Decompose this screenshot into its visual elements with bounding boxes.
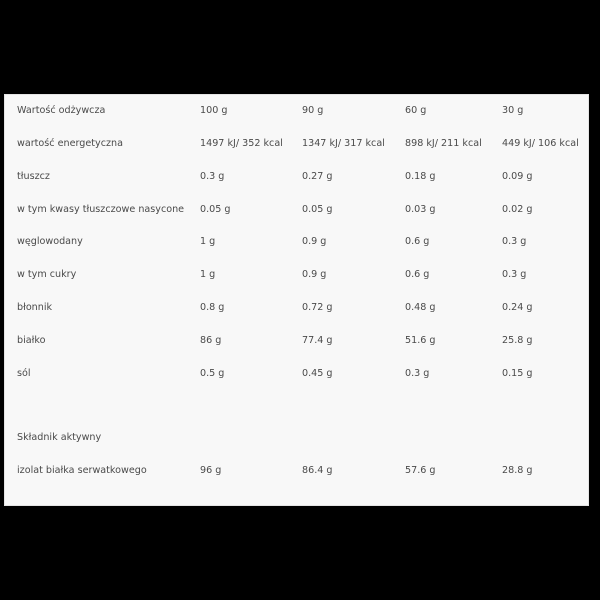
cell-value: 28.8 g bbox=[502, 465, 533, 476]
cell-value: 90 g bbox=[302, 105, 324, 116]
cell-value: 0.6 g bbox=[405, 269, 430, 281]
table-row: izolat białka serwatkowego 96 g 86.4 g 57.6… bbox=[5, 463, 588, 479]
cell-value: 0.6 g bbox=[405, 236, 430, 248]
cell-value: 0.24 g bbox=[502, 302, 533, 313]
cell-value: 898 kJ/ 211 kcal bbox=[405, 138, 482, 149]
row-label: białko bbox=[17, 334, 46, 346]
cell-value: 51.6 g bbox=[405, 334, 436, 346]
table-row: w tym cukry 1 g 0.9 g 0.6 g 0.3 g bbox=[5, 267, 588, 283]
row-label: Wartość odżywcza bbox=[17, 105, 106, 116]
cell-value: 449 kJ/ 106 kcal bbox=[502, 138, 579, 149]
cell-value: 0.05 g bbox=[200, 203, 231, 215]
table-header: Wartość odżywcza 100 g 90 g 60 g 30 g bbox=[5, 103, 588, 119]
table-row: w tym kwasy tłuszczowe nasycone 0.05 g 0.0… bbox=[5, 202, 588, 218]
table-row: sól 0.5 g 0.45 g 0.3 g 0.15 g bbox=[5, 366, 588, 382]
cell-value: 0.15 g bbox=[502, 367, 533, 379]
cell-value: 0.48 g bbox=[405, 302, 436, 313]
row-label: węglowodany bbox=[17, 236, 83, 248]
row-label: wartość energetyczna bbox=[17, 138, 123, 149]
cell-value: 0.3 g bbox=[200, 170, 225, 182]
cell-value: 60 g bbox=[405, 105, 427, 116]
cell-value: 100 g bbox=[200, 105, 228, 116]
cell-value: 0.9 g bbox=[302, 269, 327, 281]
row-label: w tym cukry bbox=[17, 269, 77, 281]
cell-value: 57.6 g bbox=[405, 465, 436, 476]
row-label: izolat białka serwatkowego bbox=[17, 465, 147, 476]
cell-value: 0.8 g bbox=[200, 302, 225, 313]
cell-value: 0.3 g bbox=[405, 367, 430, 379]
row-label: sól bbox=[17, 367, 31, 379]
cell-value: 30 g bbox=[502, 105, 524, 116]
cell-value: 0.5 g bbox=[200, 367, 225, 379]
row-label: w tym kwasy tłuszczowe nasycone bbox=[17, 203, 185, 215]
active-ingredient-header: Składnik aktywny bbox=[5, 430, 588, 446]
cell-value: 1497 kJ/ 352 kcal bbox=[200, 138, 283, 149]
cell-value: 0.02 g bbox=[502, 203, 533, 215]
table-row: białko 86 g 77.4 g 51.6 g 25.8 g bbox=[5, 333, 588, 349]
cell-value: 0.9 g bbox=[302, 236, 327, 248]
cell-value: 0.72 g bbox=[302, 302, 333, 313]
table-row: tłuszcz 0.3 g 0.27 g 0.18 g 0.09 g bbox=[5, 169, 588, 185]
row-label: tłuszcz bbox=[17, 170, 50, 182]
cell-value: 0.3 g bbox=[502, 236, 527, 248]
cell-value: 0.18 g bbox=[405, 170, 436, 182]
cell-value: 0.09 g bbox=[502, 170, 533, 182]
cell-value: 77.4 g bbox=[302, 334, 333, 346]
nutrition-table: Wartość odżywcza 100 g 90 g 60 g 30 g wartość… bbox=[4, 94, 589, 506]
cell-value: 0.03 g bbox=[405, 203, 436, 215]
cell-value: 25.8 g bbox=[502, 334, 533, 346]
cell-value: 86.4 g bbox=[302, 465, 333, 476]
cell-value: 1 g bbox=[200, 236, 216, 248]
cell-value: 1347 kJ/ 317 kcal bbox=[302, 138, 385, 149]
cell-value: 0.05 g bbox=[302, 203, 333, 215]
cell-value: 0.45 g bbox=[302, 367, 333, 379]
table-row: wartość energetyczna 1497 kJ/ 352 kcal 134… bbox=[5, 136, 588, 152]
row-label: błonnik bbox=[17, 302, 53, 313]
cell-value: 86 g bbox=[200, 334, 222, 346]
table-row: błonnik 0.8 g 0.72 g 0.48 g 0.24 g bbox=[5, 300, 588, 316]
cell-value: 0.3 g bbox=[502, 269, 527, 281]
section-title: Składnik aktywny bbox=[17, 432, 102, 443]
cell-value: 1 g bbox=[200, 269, 216, 281]
cell-value: 96 g bbox=[200, 465, 222, 476]
table-row: węglowodany 1 g 0.9 g 0.6 g 0.3 g bbox=[5, 234, 588, 250]
cell-value: 0.27 g bbox=[302, 170, 333, 182]
